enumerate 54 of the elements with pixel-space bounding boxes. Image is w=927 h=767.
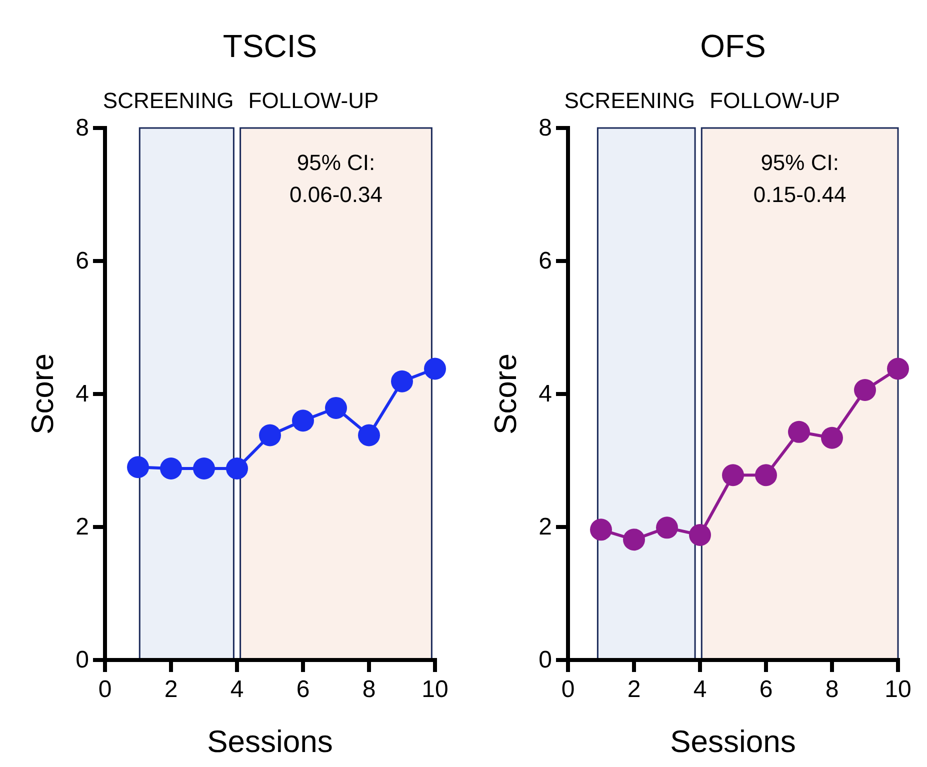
x-tick-label: 2 bbox=[164, 676, 178, 704]
x-tick-label: 10 bbox=[422, 676, 448, 704]
point bbox=[623, 528, 645, 551]
x-axis-title: Sessions bbox=[670, 724, 796, 759]
point bbox=[160, 458, 182, 480]
y-tick-label: 6 bbox=[538, 248, 552, 275]
point bbox=[259, 424, 281, 446]
point bbox=[854, 379, 876, 401]
y-tick-label: 0 bbox=[76, 646, 89, 674]
y-tick-label: 8 bbox=[76, 114, 89, 142]
point bbox=[226, 458, 248, 480]
x-axis-title: Sessions bbox=[207, 724, 333, 759]
point bbox=[325, 396, 347, 419]
x-tick-label: 8 bbox=[825, 676, 839, 704]
y-tick-label: 2 bbox=[538, 514, 552, 541]
point bbox=[755, 464, 777, 486]
x-tick-label: 2 bbox=[627, 676, 641, 704]
x-tick-label: 4 bbox=[230, 676, 244, 704]
y-axis-title: Score bbox=[25, 354, 60, 434]
y-tick-label: 0 bbox=[538, 646, 552, 674]
y-tick-label: 4 bbox=[538, 380, 552, 408]
annotation: 95% CI: 0.06-0.34 bbox=[290, 150, 382, 207]
point bbox=[424, 358, 446, 380]
point bbox=[656, 516, 678, 539]
point bbox=[821, 426, 843, 449]
y-tick-label: 2 bbox=[76, 514, 89, 541]
annotation: 95% CI: 0.15-0.44 bbox=[753, 150, 846, 207]
chart-title: OFS bbox=[700, 28, 766, 64]
x-tick-label: 10 bbox=[884, 676, 912, 704]
point bbox=[590, 518, 612, 541]
point bbox=[127, 456, 149, 478]
y-tick-label: 4 bbox=[76, 380, 89, 408]
point bbox=[193, 458, 215, 480]
band-label: SCREENING bbox=[102, 88, 234, 113]
x-tick-label: 6 bbox=[296, 676, 310, 704]
y-tick-label: 6 bbox=[76, 248, 89, 275]
x-tick-label: 8 bbox=[362, 676, 376, 704]
point bbox=[887, 358, 909, 380]
x-tick-label: 0 bbox=[98, 676, 112, 704]
x-tick-label: 6 bbox=[759, 676, 773, 704]
band-label: FOLLOW-UP bbox=[248, 88, 379, 113]
point bbox=[358, 424, 380, 446]
y-axis-title: Score bbox=[488, 354, 523, 434]
point bbox=[689, 524, 711, 546]
x-tick-label: 4 bbox=[693, 676, 707, 704]
point bbox=[292, 410, 314, 432]
band-label: FOLLOW-UP bbox=[710, 88, 840, 113]
point bbox=[391, 370, 413, 392]
x-tick-label: 0 bbox=[561, 676, 575, 704]
chart-title: TSCIS bbox=[222, 28, 318, 64]
band-label: SCREENING bbox=[564, 88, 696, 113]
point bbox=[722, 464, 744, 486]
point bbox=[788, 420, 810, 443]
y-tick-label: 8 bbox=[538, 114, 552, 142]
